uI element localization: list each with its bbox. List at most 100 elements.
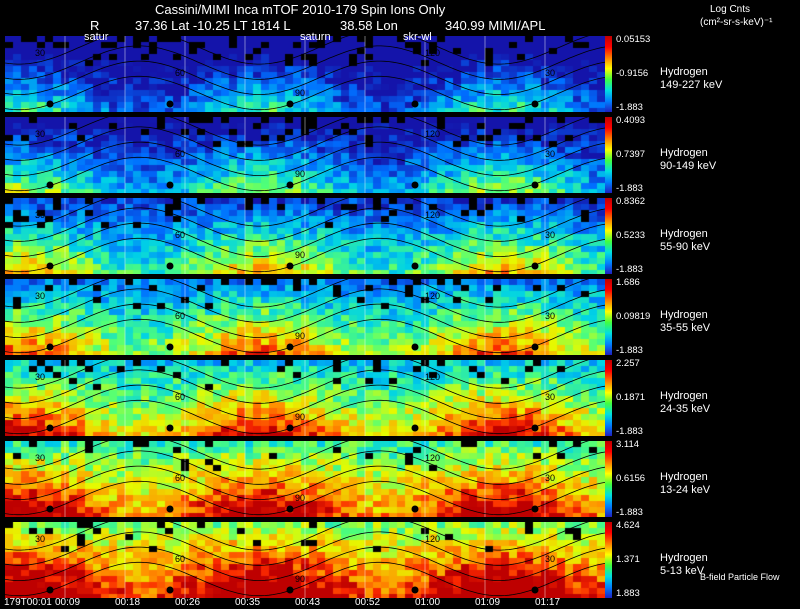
bfield-marker	[286, 181, 294, 189]
pitch-angle-contour	[5, 465, 605, 500]
time-tick-label: 00:09	[55, 597, 81, 608]
energy-range-label: 24-35 keV	[660, 403, 711, 415]
time-tick-label: 01:17	[535, 597, 561, 608]
contour-label: 60	[175, 149, 185, 159]
contour-label: 30	[35, 210, 45, 220]
colorbar-max: 0.8362	[616, 196, 646, 207]
bfield-marker	[531, 343, 539, 351]
colorbar-max: 0.05153	[616, 34, 651, 45]
bfield-marker	[411, 343, 419, 351]
contour-label: 30	[545, 68, 555, 78]
time-tick-label: 00:43	[295, 597, 321, 608]
bfield-marker	[411, 181, 419, 189]
contour-label: 90	[295, 331, 305, 341]
contour-label: 120	[425, 453, 440, 463]
pitch-angle-contour	[5, 531, 605, 566]
spectrogram-panel: 30 60 90 120 30	[5, 522, 605, 598]
contour-label: 90	[295, 250, 305, 260]
bfield-marker	[46, 181, 54, 189]
time-tick-label: 00:52	[355, 597, 381, 608]
energy-range-label: 5-13 keV	[660, 565, 705, 577]
time-tick-label: 179T00:01	[4, 597, 52, 608]
tag-skr: skr-wl	[403, 31, 432, 43]
colorbar	[605, 36, 612, 112]
species-label: Hydrogen	[660, 147, 708, 159]
contour-label: 30	[545, 392, 555, 402]
pitch-angle-contour	[5, 36, 590, 65]
colorbar-mid: 0.7397	[616, 149, 646, 160]
colorbar-mid: 0.09819	[616, 311, 651, 322]
colorbar-max: 3.114	[616, 439, 640, 450]
colorbar-min: 1.883	[616, 588, 640, 599]
bfield-marker	[46, 262, 54, 270]
bfield-marker	[286, 100, 294, 108]
pitch-angle-contour	[5, 126, 605, 161]
contour-label: 60	[175, 68, 185, 78]
bfield-marker	[166, 181, 174, 189]
pitch-angle-contour	[5, 198, 590, 227]
bfield-marker	[411, 100, 419, 108]
pitch-angle-contour	[5, 384, 605, 419]
species-label: Hydrogen	[660, 228, 708, 240]
contour-label: 60	[175, 230, 185, 240]
contour-label: 30	[35, 129, 45, 139]
contour-label: 30	[35, 291, 45, 301]
bfield-marker	[46, 505, 54, 513]
energy-range-label: 149-227 keV	[660, 79, 723, 91]
pitch-angle-contour	[5, 237, 605, 273]
plot-title: Cassini/MIMI Inca mTOF 2010-179 Spin Ion…	[155, 2, 446, 17]
bfield-marker	[286, 505, 294, 513]
colorbar-min: -1.883	[616, 507, 643, 518]
instrument-readout: 340.99 MIMI/APL	[445, 18, 546, 33]
pitch-angle-contour	[5, 288, 605, 323]
spectrogram-panel: 30 60 90 120 30	[5, 198, 605, 274]
colorbar-mid: 0.1871	[616, 392, 646, 403]
contour-label: 30	[545, 554, 555, 564]
energy-range-label: 55-90 keV	[660, 241, 711, 253]
spectrogram-stack: 30 60 90 120 30 30 60 90 120 30 30 60 90 120 30 30 60 90 1…	[5, 36, 605, 598]
contour-label: 30	[35, 453, 45, 463]
pitch-angle-contour	[5, 141, 605, 176]
tag-satur: satur	[84, 31, 109, 43]
colorbar-min: -1.883	[616, 345, 643, 356]
colorbar-mid: 0.6156	[616, 473, 646, 484]
spectrogram-panel: 30 60 90 120 30	[5, 441, 605, 517]
pitch-angle-contour	[5, 279, 590, 308]
contour-label: 120	[425, 210, 440, 220]
pitch-angle-contour	[5, 117, 590, 146]
bfield-marker	[286, 424, 294, 432]
contour-label: 120	[425, 129, 440, 139]
pitch-angle-contour	[5, 450, 605, 485]
pitch-angle-contour	[5, 480, 605, 516]
spectrogram-panel: 30 60 90 120 30	[5, 360, 605, 436]
colorbar	[605, 279, 612, 355]
time-tick-label: 01:09	[475, 597, 501, 608]
bfield-marker	[166, 343, 174, 351]
bfield-marker	[531, 100, 539, 108]
pitch-angle-contour	[5, 546, 605, 581]
lon-readout: 38.58 Lon	[340, 18, 398, 33]
bfield-marker	[286, 262, 294, 270]
contour-label: 30	[545, 149, 555, 159]
colorbar	[605, 522, 612, 598]
contour-label: 90	[295, 412, 305, 422]
colorbar-unit: (cm²-sr-s-keV)⁻¹	[700, 17, 773, 28]
colorbar-min: -1.883	[616, 426, 643, 437]
energy-range-label: 13-24 keV	[660, 484, 711, 496]
bfield-marker	[411, 424, 419, 432]
bfield-marker	[411, 505, 419, 513]
contour-label: 60	[175, 554, 185, 564]
r-label: R	[90, 18, 100, 33]
bfield-marker	[166, 424, 174, 432]
spectrogram-panel: 30 60 90 120 30	[5, 36, 605, 112]
contour-label: 90	[295, 493, 305, 503]
bfield-marker	[531, 586, 539, 594]
contour-label: 90	[295, 88, 305, 98]
species-label: Hydrogen	[660, 309, 708, 321]
contour-label: 60	[175, 311, 185, 321]
contour-label: 60	[175, 392, 185, 402]
pitch-angle-contour	[5, 45, 605, 80]
species-label: Hydrogen	[660, 471, 708, 483]
bfield-marker	[166, 505, 174, 513]
colorbar-max: 0.4093	[616, 115, 646, 126]
